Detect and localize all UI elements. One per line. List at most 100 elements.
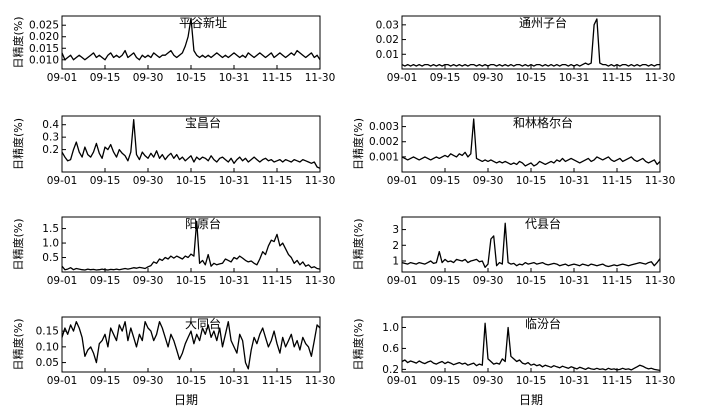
- y-tick-label: 0.15: [36, 326, 59, 338]
- chart-panel-3: 0.20.30.4 09-01 09-15 09-30 10-15 10-31 11-15 1…: [11, 115, 335, 187]
- panel-title: 临汾台: [525, 316, 561, 331]
- x-tick-label: 09-01: [47, 72, 78, 84]
- x-tick-label: 10-15: [176, 375, 207, 387]
- x-tick-label: 09-30: [473, 72, 504, 84]
- x-tick-label: 09-01: [47, 275, 78, 287]
- x-tick-label: 09-15: [90, 72, 121, 84]
- x-tick-label: 11-15: [602, 375, 633, 387]
- x-tick-label: 09-01: [387, 175, 418, 187]
- y-tick-label: 0.03: [376, 19, 399, 31]
- series-line: [401, 18, 660, 67]
- series-line: [61, 119, 321, 169]
- y-tick-label: 3: [392, 224, 399, 236]
- x-tick-label: 11-15: [602, 72, 633, 84]
- x-axis-label-left: 日期: [174, 393, 198, 407]
- y-tick-label: 0.3: [42, 132, 59, 144]
- x-tick-label: 09-01: [47, 375, 78, 387]
- x-tick-label: 10-15: [176, 275, 207, 287]
- x-tick-label: 11-15: [262, 375, 293, 387]
- x-tick-label: 10-15: [516, 175, 547, 187]
- x-tick-label: 10-15: [176, 72, 207, 84]
- x-tick-label: 09-30: [473, 375, 504, 387]
- chart-panel-8: 0.2 0.6 1.0 09-01 09-15 09-30 10-15 10-31 11-15 1…: [351, 316, 675, 387]
- y-tick-label: 1.0: [382, 322, 399, 334]
- x-tick-label: 09-30: [473, 275, 504, 287]
- chart-panel-5: 0.5 1.0 1.5 09-01 09-15 09-30 10-15 10-31 11-15 1…: [11, 216, 335, 287]
- x-tick-label: 09-30: [133, 72, 164, 84]
- chart-panel-6: 1 2 3 09-01 09-15 09-30 10-15 10-31 11-15 11-30 代县…: [351, 216, 675, 287]
- x-tick-label: 10-31: [559, 375, 590, 387]
- series-line: [61, 321, 321, 370]
- x-tick-label: 11-30: [305, 275, 336, 287]
- y-tick-label: 0.2: [42, 144, 59, 156]
- x-tick-label: 09-15: [430, 275, 461, 287]
- x-tick-label: 11-15: [602, 175, 633, 187]
- y-tick-label: 0.015: [29, 43, 59, 55]
- y-tick-label: 1: [392, 256, 399, 268]
- x-tick-label: 10-31: [219, 72, 250, 84]
- y-tick-label: 0.001: [369, 151, 399, 163]
- y-tick-label: 0.4: [42, 119, 59, 131]
- y-tick-label: 0.05: [36, 357, 59, 369]
- y-axis-label: 日精度(%): [11, 16, 25, 68]
- y-tick-label: 2: [392, 240, 399, 252]
- x-tick-label: 09-15: [430, 72, 461, 84]
- x-tick-label: 09-15: [90, 175, 121, 187]
- y-tick-label: 0.2: [382, 364, 399, 376]
- panel-title: 平谷新址: [179, 15, 227, 30]
- y-axis-label: 日精度(%): [351, 318, 365, 370]
- x-tick-label: 09-01: [47, 175, 78, 187]
- panel-title: 和林格尔台: [513, 115, 573, 130]
- panel-title: 阳原台: [185, 216, 221, 231]
- x-tick-label: 11-30: [645, 72, 676, 84]
- x-axis-label-right: 日期: [519, 393, 543, 407]
- x-tick-label: 10-31: [559, 72, 590, 84]
- y-tick-label: 1.0: [42, 238, 59, 250]
- chart-panel-4: 0.001 0.002 0.003 09-01 09-15 09-30 10-15 10-31…: [351, 115, 675, 187]
- y-tick-label: 0.6: [382, 343, 399, 355]
- y-tick-label: 0.01: [376, 49, 399, 61]
- x-tick-label: 11-15: [262, 72, 293, 84]
- x-tick-label: 09-01: [387, 72, 418, 84]
- x-tick-label: 09-30: [473, 175, 504, 187]
- chart-panel-7: 0.05 0.10 0.15 09-01 09-15 09-30 10-15 10-31 11-…: [11, 316, 335, 387]
- y-tick-label: 0.003: [369, 121, 399, 133]
- y-axis-label: 日精度(%): [11, 318, 25, 370]
- panel-title: 代县台: [525, 216, 561, 231]
- y-axis-label: 日精度(%): [11, 218, 25, 270]
- x-tick-label: 10-31: [219, 375, 250, 387]
- x-tick-label: 11-15: [262, 275, 293, 287]
- x-tick-label: 09-30: [133, 275, 164, 287]
- x-tick-label: 09-01: [387, 375, 418, 387]
- y-tick-label: 0.02: [376, 34, 399, 46]
- y-tick-label: 0.025: [29, 20, 59, 32]
- y-tick-label: 0.5: [42, 252, 59, 264]
- x-tick-label: 10-15: [176, 175, 207, 187]
- x-tick-label: 11-15: [262, 175, 293, 187]
- x-tick-label: 09-30: [133, 175, 164, 187]
- x-tick-label: 10-31: [559, 275, 590, 287]
- chart-panel-2: 0.01 0.02 0.03 09-01 09-15 09-30 10-15 10-31 11-…: [376, 15, 676, 84]
- x-tick-label: 09-15: [90, 275, 121, 287]
- x-tick-label: 11-30: [645, 375, 676, 387]
- x-tick-label: 11-30: [305, 375, 336, 387]
- x-tick-label: 09-15: [90, 375, 121, 387]
- panel-title: 通州子台: [519, 15, 567, 30]
- x-tick-label: 10-15: [516, 72, 547, 84]
- y-tick-label: 0.10: [36, 341, 59, 353]
- y-axis-label: 日精度(%): [351, 218, 365, 270]
- x-tick-label: 10-31: [219, 275, 250, 287]
- panel-title: 宝昌台: [185, 115, 221, 130]
- series-line: [401, 222, 661, 268]
- x-tick-label: 11-30: [305, 72, 336, 84]
- x-tick-label: 10-31: [559, 175, 590, 187]
- panel-title: 大同台: [185, 316, 221, 331]
- y-tick-label: 1.5: [42, 223, 59, 235]
- x-tick-label: 09-30: [133, 375, 164, 387]
- x-tick-label: 10-31: [219, 175, 250, 187]
- x-tick-label: 09-15: [430, 375, 461, 387]
- y-axis-label: 日精度(%): [351, 118, 365, 170]
- series-line: [401, 118, 661, 167]
